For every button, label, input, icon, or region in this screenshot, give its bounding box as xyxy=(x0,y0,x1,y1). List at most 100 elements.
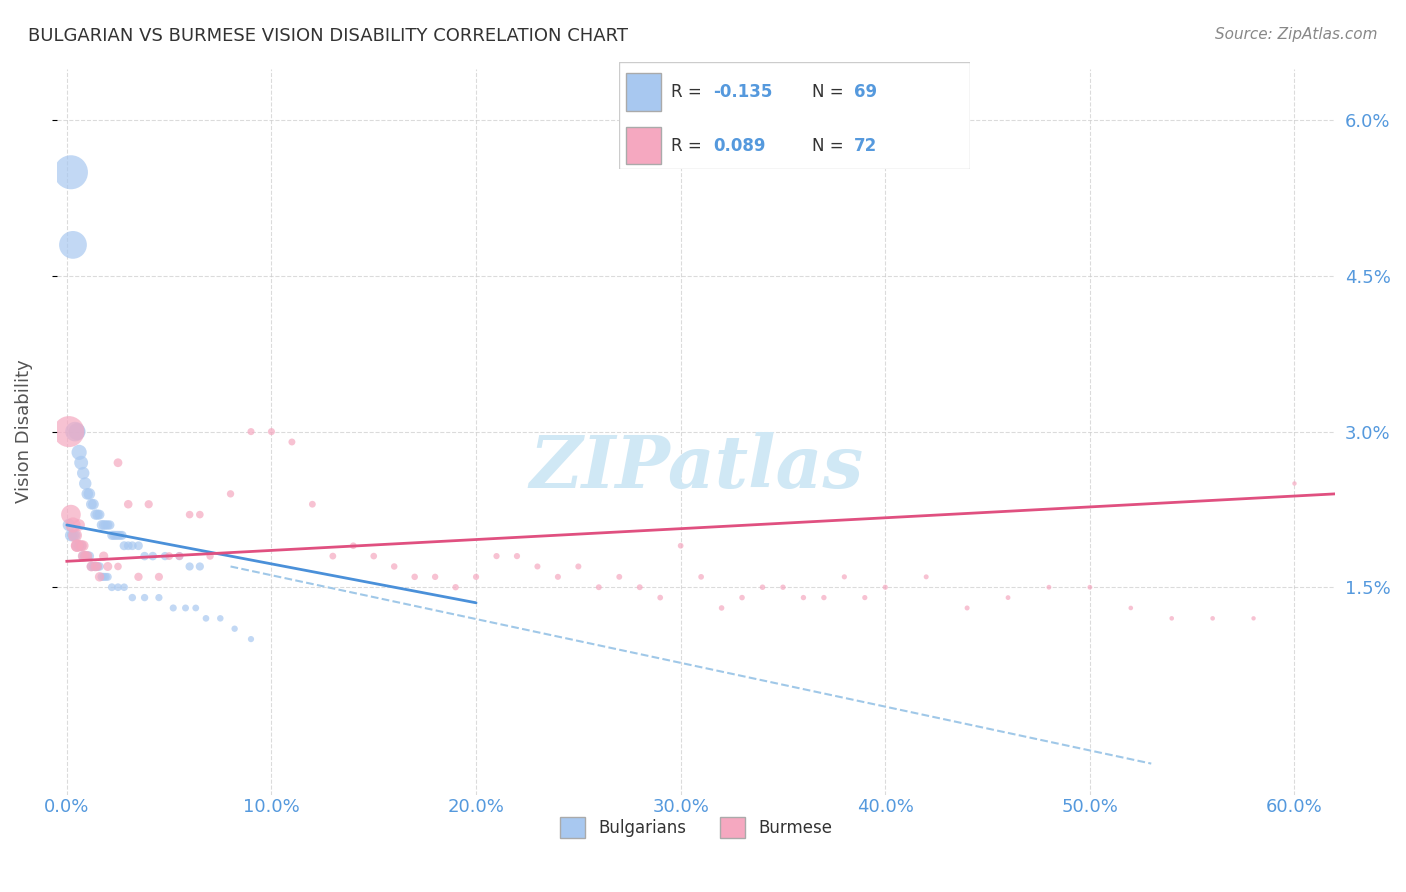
Point xyxy=(80,497,103,511)
Point xyxy=(108,528,131,542)
Text: 72: 72 xyxy=(855,137,877,155)
Text: 50.0%: 50.0% xyxy=(1062,797,1118,815)
Point xyxy=(84,559,107,574)
Point xyxy=(209,611,232,625)
Point xyxy=(134,549,156,563)
Point xyxy=(813,591,835,605)
Point xyxy=(194,611,217,625)
Point xyxy=(70,456,93,470)
Point xyxy=(169,549,191,563)
Point xyxy=(117,539,139,553)
Point xyxy=(79,549,101,563)
Point xyxy=(690,570,713,584)
Point xyxy=(97,570,120,584)
Text: R =: R = xyxy=(672,137,707,155)
Text: 20.0%: 20.0% xyxy=(447,797,505,815)
Point xyxy=(89,570,111,584)
Point xyxy=(792,591,814,605)
Text: 69: 69 xyxy=(855,84,877,102)
Point xyxy=(260,425,283,439)
Point xyxy=(58,518,80,533)
Point xyxy=(66,539,89,553)
Point xyxy=(82,559,104,574)
Point xyxy=(93,570,115,584)
Point xyxy=(80,559,103,574)
Point xyxy=(465,570,488,584)
Point xyxy=(198,549,221,563)
Point xyxy=(547,570,569,584)
Point xyxy=(72,549,94,563)
Point xyxy=(66,425,89,439)
Point xyxy=(84,559,107,574)
Point xyxy=(138,497,160,511)
Point xyxy=(322,549,344,563)
Point xyxy=(423,570,446,584)
Point xyxy=(121,539,143,553)
Point xyxy=(76,549,98,563)
Point xyxy=(174,601,197,615)
Point xyxy=(93,549,115,563)
Point xyxy=(157,549,180,563)
Point xyxy=(107,559,129,574)
Point xyxy=(75,549,97,563)
FancyBboxPatch shape xyxy=(626,127,661,164)
Point xyxy=(59,165,82,179)
Point xyxy=(75,549,97,563)
Y-axis label: Vision Disability: Vision Disability xyxy=(15,359,32,503)
Point xyxy=(90,518,112,533)
Point xyxy=(669,539,692,553)
Point xyxy=(97,518,120,533)
Point xyxy=(382,559,405,574)
Point xyxy=(59,508,82,522)
Point xyxy=(628,580,651,594)
Text: 0.0%: 0.0% xyxy=(44,797,90,815)
Point xyxy=(444,580,467,594)
Point xyxy=(101,580,124,594)
Point xyxy=(75,476,97,491)
Point xyxy=(834,570,856,584)
Point xyxy=(240,632,263,646)
Point xyxy=(89,559,111,574)
Point xyxy=(70,539,93,553)
Point xyxy=(62,528,84,542)
Point xyxy=(772,580,794,594)
Point xyxy=(142,549,165,563)
Text: BULGARIAN VS BURMESE VISION DISABILITY CORRELATION CHART: BULGARIAN VS BURMESE VISION DISABILITY C… xyxy=(28,27,628,45)
Point xyxy=(134,591,156,605)
Point xyxy=(127,570,149,584)
Point xyxy=(219,487,242,501)
Point xyxy=(59,528,82,542)
Text: 40.0%: 40.0% xyxy=(856,797,914,815)
Point xyxy=(153,549,176,563)
Point xyxy=(485,549,508,563)
Point xyxy=(301,497,323,511)
Point xyxy=(93,518,115,533)
Point xyxy=(281,435,304,450)
FancyBboxPatch shape xyxy=(626,73,661,111)
Text: 60.0%: 60.0% xyxy=(1267,797,1323,815)
Point xyxy=(107,580,129,594)
Point xyxy=(66,539,89,553)
Text: ZIPatlas: ZIPatlas xyxy=(529,433,863,503)
Point xyxy=(72,549,94,563)
FancyBboxPatch shape xyxy=(619,62,970,169)
Point xyxy=(148,591,170,605)
Point xyxy=(107,528,129,542)
Point xyxy=(80,559,103,574)
Point xyxy=(112,539,135,553)
Point xyxy=(67,445,90,459)
Point xyxy=(710,601,733,615)
Legend: Bulgarians, Burmese: Bulgarians, Burmese xyxy=(554,811,838,845)
Point xyxy=(72,466,94,480)
Point xyxy=(127,539,149,553)
Point xyxy=(63,528,86,542)
Text: -0.135: -0.135 xyxy=(713,84,773,102)
Point xyxy=(62,518,84,533)
Point xyxy=(111,528,134,542)
Point xyxy=(179,559,201,574)
Point xyxy=(224,622,246,636)
Point xyxy=(62,238,84,252)
Point xyxy=(751,580,773,594)
Text: R =: R = xyxy=(672,84,707,102)
Point xyxy=(853,591,876,605)
